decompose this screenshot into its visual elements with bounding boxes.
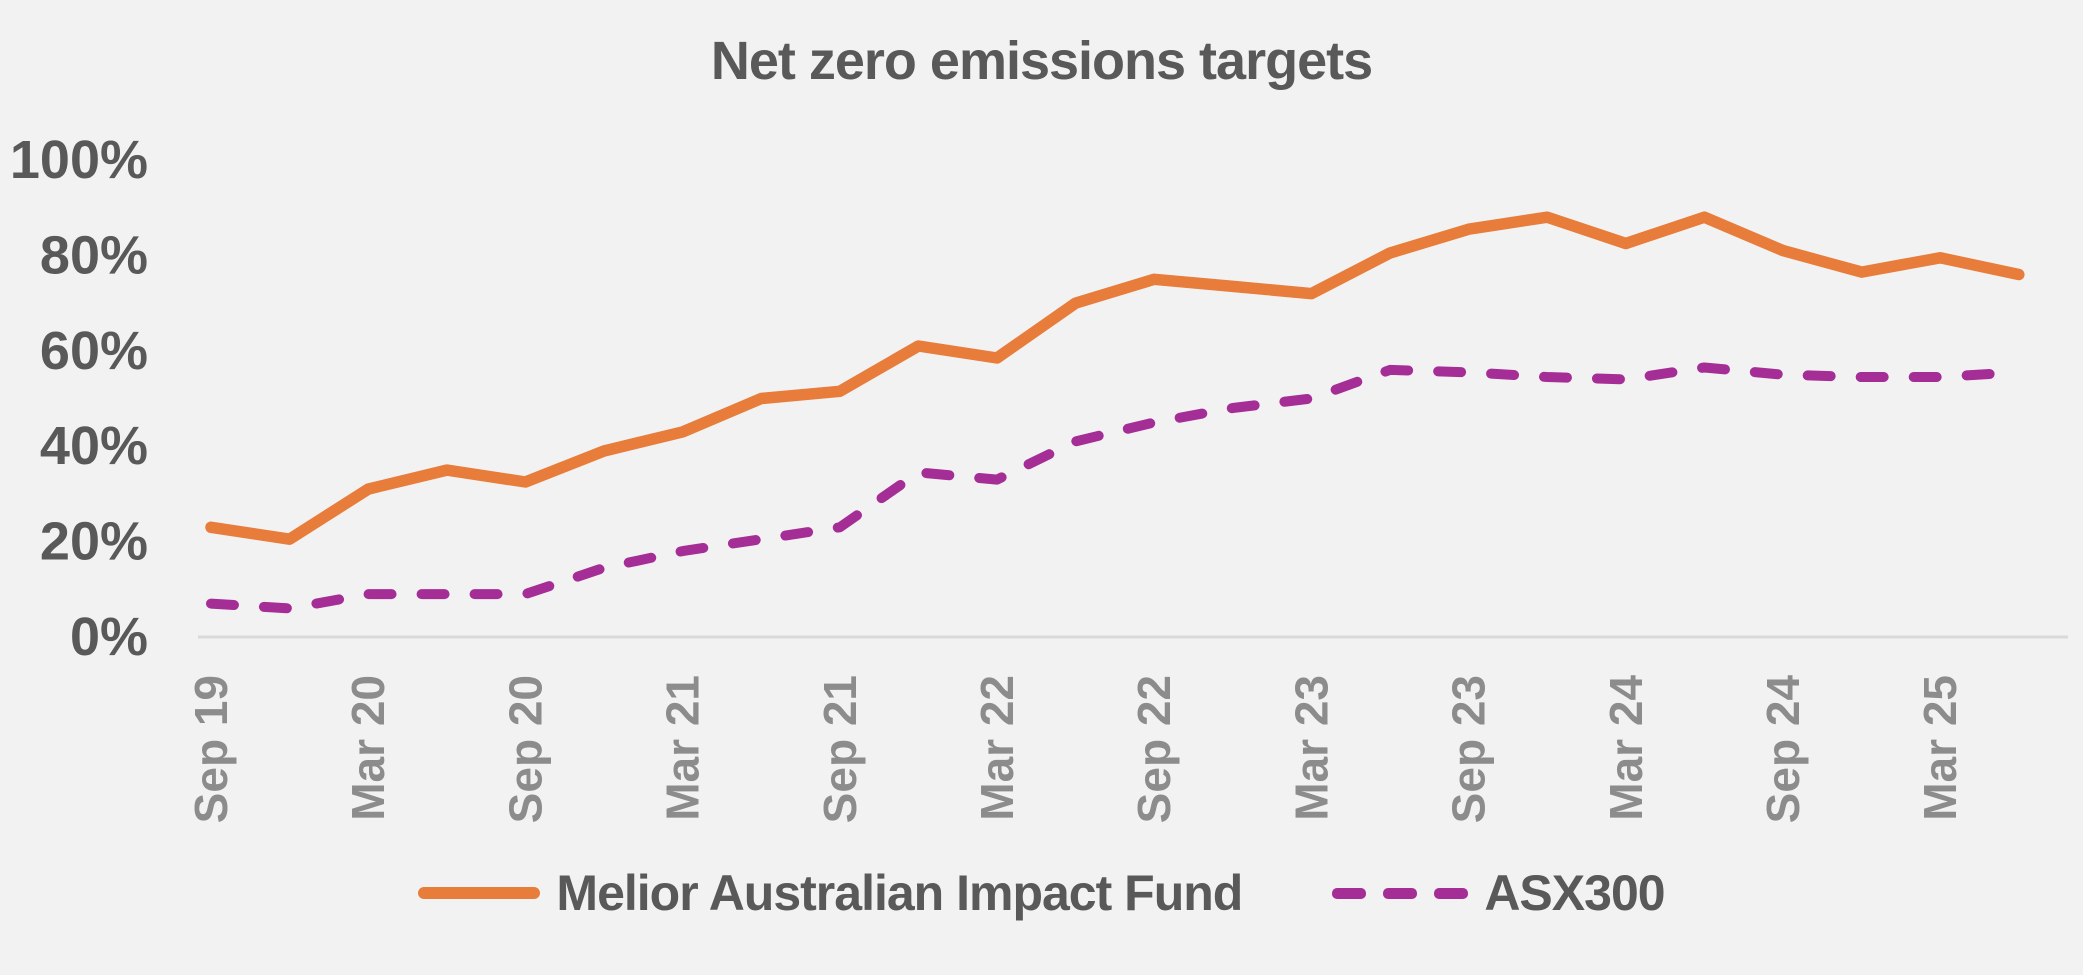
x-axis-tick-label: Sep 23 (1443, 675, 1495, 823)
x-axis-tick-label: Mar 25 (1914, 675, 1966, 821)
legend-label-melior: Melior Australian Impact Fund (556, 865, 1243, 921)
y-axis-tick-label: 0% (70, 607, 148, 667)
x-axis-tick-label: Mar 22 (971, 675, 1023, 821)
x-axis-tick-label: Mar 21 (657, 675, 709, 821)
x-axis-tick-label: Sep 21 (814, 675, 866, 823)
legend-item-melior: Melior Australian Impact Fund (418, 864, 1243, 922)
series-line-melior (205, 211, 2025, 545)
y-axis-tick-label: 60% (40, 321, 148, 381)
chart-legend: Melior Australian Impact Fund ASX300 (0, 864, 2083, 922)
x-axis-tick-label: Sep 19 (185, 675, 237, 823)
legend-label-asx300: ASX300 (1484, 865, 1665, 921)
x-axis-tick-label: Mar 24 (1600, 675, 1652, 821)
x-axis-tick-label: Sep 20 (499, 675, 551, 823)
dash-segment (1434, 887, 1469, 899)
dash-segment (1383, 887, 1418, 899)
y-axis-tick-label: 20% (40, 512, 148, 572)
x-axis-tick-label: Mar 20 (342, 675, 394, 821)
y-axis-tick-label: 80% (40, 225, 148, 285)
x-axis-tick-label: Mar 23 (1285, 675, 1337, 821)
y-axis-tick-label: 40% (40, 416, 148, 476)
x-axis-tick-label: Sep 22 (1128, 675, 1180, 823)
legend-item-asx300: ASX300 (1332, 864, 1666, 922)
chart-title: Net zero emissions targets (710, 31, 1373, 91)
y-axis-tick-label: 100% (10, 130, 148, 190)
series-line-asx300 (206, 362, 2024, 614)
x-axis-tick-label: Sep 24 (1757, 675, 1809, 824)
melior-line-swatch (418, 887, 541, 899)
dash-segment (1332, 887, 1367, 899)
asx300-dashed-swatch (1332, 887, 1469, 899)
